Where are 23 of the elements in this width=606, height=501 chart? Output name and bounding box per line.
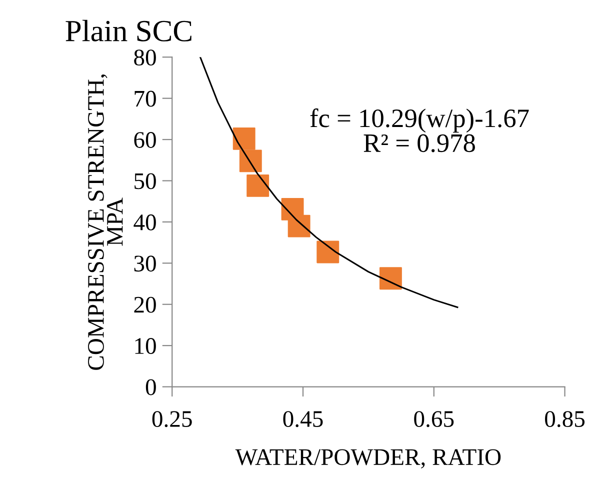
point xyxy=(288,214,310,238)
point xyxy=(316,240,340,264)
y-tick-label: 40 xyxy=(134,214,156,230)
y-tick-label: 50 xyxy=(134,173,156,190)
point xyxy=(379,267,402,290)
point xyxy=(232,127,256,150)
y-axis-title: COMPRESSIVE STRENGTH, MPA xyxy=(88,74,123,370)
x-tick-label: 0.65 xyxy=(414,411,454,428)
point xyxy=(246,174,270,197)
x-tick-label: 0.85 xyxy=(545,411,585,428)
y-tick-label: 70 xyxy=(134,90,156,107)
y-tick-label: 0 xyxy=(146,379,156,396)
y-tick-label: 30 xyxy=(134,256,156,272)
y-tick-label: 20 xyxy=(134,296,156,313)
x-axis-title: WATER/POWDER, RATIO xyxy=(235,449,501,468)
annotation: fc = 10.29(w/p)-1.67 R² = 0.978 xyxy=(310,108,529,152)
x-tick-label: 0.45 xyxy=(283,411,323,428)
y-tick-label: 10 xyxy=(135,338,156,354)
x-tick-label: 0.25 xyxy=(152,411,192,428)
chart-title: Plain SCC xyxy=(66,20,192,42)
y-tick-label: 80 xyxy=(134,50,156,66)
point xyxy=(239,150,262,172)
y-tick-label: 60 xyxy=(134,132,156,148)
